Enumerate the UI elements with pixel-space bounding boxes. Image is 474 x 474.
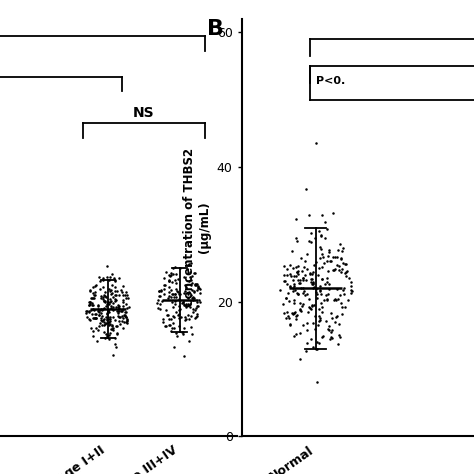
Text: NS: NS <box>133 106 155 120</box>
Y-axis label: Concentration of THBS2
(μg/mL): Concentration of THBS2 (μg/mL) <box>183 148 211 307</box>
Text: P<0.: P<0. <box>316 76 345 86</box>
Text: B: B <box>207 19 224 39</box>
